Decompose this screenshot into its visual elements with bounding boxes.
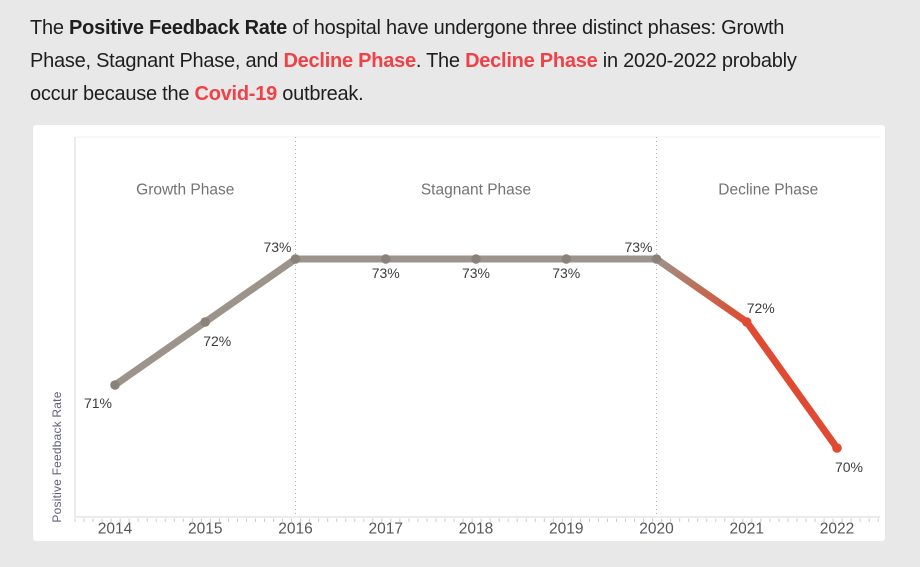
- intro-paragraph: The Positive Feedback Rate of hospital h…: [30, 12, 797, 111]
- data-point-marker[interactable]: [651, 254, 662, 264]
- data-label: 73%: [263, 239, 291, 255]
- intro-text: in 2020-2022 probably: [597, 50, 797, 72]
- data-label: 70%: [835, 459, 863, 475]
- intro-line: The Positive Feedback Rate of hospital h…: [30, 12, 797, 45]
- data-point-marker[interactable]: [380, 254, 391, 264]
- x-axis-label: 2021: [730, 521, 764, 538]
- data-point-marker[interactable]: [290, 254, 301, 264]
- data-label: 73%: [624, 239, 652, 255]
- chart-card: Growth Phase Stagnant Phase Decline Phase 7…: [33, 125, 885, 541]
- phase-label: Decline Phase: [718, 182, 818, 199]
- data-point-marker[interactable]: [110, 380, 120, 390]
- intro-text: occur because the: [30, 83, 195, 105]
- highlight-text: Covid-19: [194, 83, 278, 105]
- data-point-marker[interactable]: [561, 254, 572, 264]
- chart-svg: Growth Phase Stagnant Phase Decline Phase 7…: [50, 136, 880, 538]
- data-point-marker[interactable]: [200, 317, 211, 327]
- intro-text: . The: [415, 50, 466, 72]
- highlight-text: Positive Feedback Rate: [69, 17, 287, 39]
- x-axis-label: 2017: [369, 521, 403, 538]
- x-axis-label: 2015: [188, 521, 222, 538]
- intro-text: Phase, Stagnant Phase, and: [30, 50, 284, 72]
- x-axis-label: 2016: [278, 521, 312, 538]
- data-label: 71%: [84, 395, 112, 411]
- intro-text: The: [30, 17, 70, 39]
- data-label: 73%: [372, 265, 400, 281]
- x-axis-label: 2022: [820, 521, 854, 538]
- highlight-text: Decline Phase: [283, 50, 416, 72]
- x-axis-label: 2019: [549, 521, 583, 538]
- x-axis-label: 2014: [98, 521, 133, 538]
- intro-text: of hospital have undergone three distinc…: [286, 17, 785, 39]
- phase-label: Stagnant Phase: [421, 182, 531, 199]
- intro-text: outbreak.: [276, 83, 364, 105]
- data-label: 73%: [462, 265, 490, 281]
- intro-line: occur because the Covid-19 outbreak.: [30, 78, 797, 111]
- trend-line-transition-segment: [654, 256, 749, 325]
- axis-minor-ticks: [74, 518, 879, 522]
- data-label: 72%: [203, 333, 231, 349]
- data-label: 73%: [552, 265, 580, 281]
- data-label: 72%: [747, 300, 775, 316]
- data-point-marker[interactable]: [471, 254, 481, 264]
- intro-line: Phase, Stagnant Phase, and Decline Phase…: [30, 45, 797, 78]
- data-point-marker[interactable]: [741, 317, 752, 327]
- trend-line-decline-segment: [743, 318, 841, 452]
- data-point-marker[interactable]: [832, 443, 842, 453]
- x-axis-label: 2020: [639, 521, 674, 538]
- y-axis-title: Positive Feedback Rate: [50, 391, 64, 522]
- highlight-text: Decline Phase: [465, 50, 598, 72]
- x-axis-label: 2018: [459, 521, 493, 538]
- phase-label: Growth Phase: [136, 182, 234, 199]
